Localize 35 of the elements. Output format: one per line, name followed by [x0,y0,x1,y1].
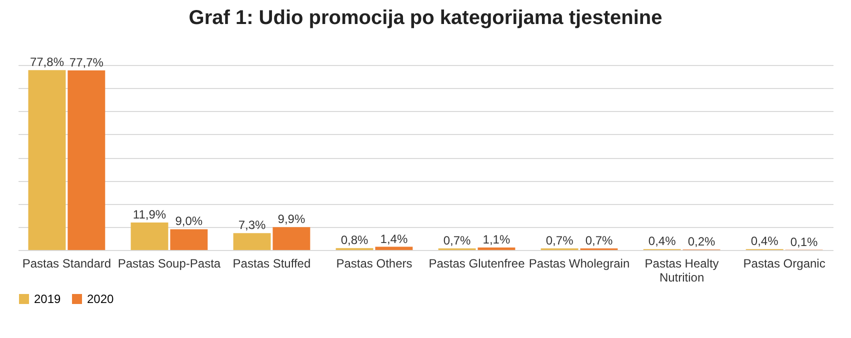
data-label: 1,4% [380,232,408,246]
data-label: 77,8% [30,55,64,70]
data-label: 9,9% [278,212,306,226]
bar [28,70,66,250]
bar [272,227,310,250]
data-label: 0,4% [750,234,779,248]
bar [375,246,413,250]
x-tick-label: Pastas Glutenfree [428,256,526,270]
data-label: 0,7% [546,233,574,248]
data-label: 0,7% [443,233,472,248]
x-tick-label: Pastas Stuffed [232,256,311,270]
data-label: 7,3% [238,218,266,232]
x-tick-label: Pastas Wholegrain [528,256,630,270]
data-label: 0,7% [585,233,613,248]
bar [130,222,168,250]
data-label: 0,1% [790,234,818,249]
data-label: 1,1% [482,232,510,246]
x-tick-label: Pastas Healty Nutrition [644,256,719,284]
data-label: 0,2% [688,234,716,249]
data-label: 77,7% [69,55,104,70]
bar [478,247,516,250]
x-tick-label: Pastas Soup-Pasta [118,256,221,270]
data-label: 9,0% [175,214,203,228]
x-tick-label: Pastas Others [336,256,412,270]
bar [68,70,106,250]
data-label: 0,4% [648,234,676,248]
chart-title: Graf 1: Udio promocija po kategorijama tjestenine [188,7,662,30]
x-tick-label: Pastas Organic [743,256,826,270]
data-label: 0,8% [340,233,369,248]
bar [170,229,208,250]
data-label: 11,9% [132,207,166,222]
legend-label: 2020 [87,292,114,306]
legend-label: 2019 [34,292,62,306]
bar [233,233,271,250]
x-tick-label: Pastas Standard [22,256,112,270]
